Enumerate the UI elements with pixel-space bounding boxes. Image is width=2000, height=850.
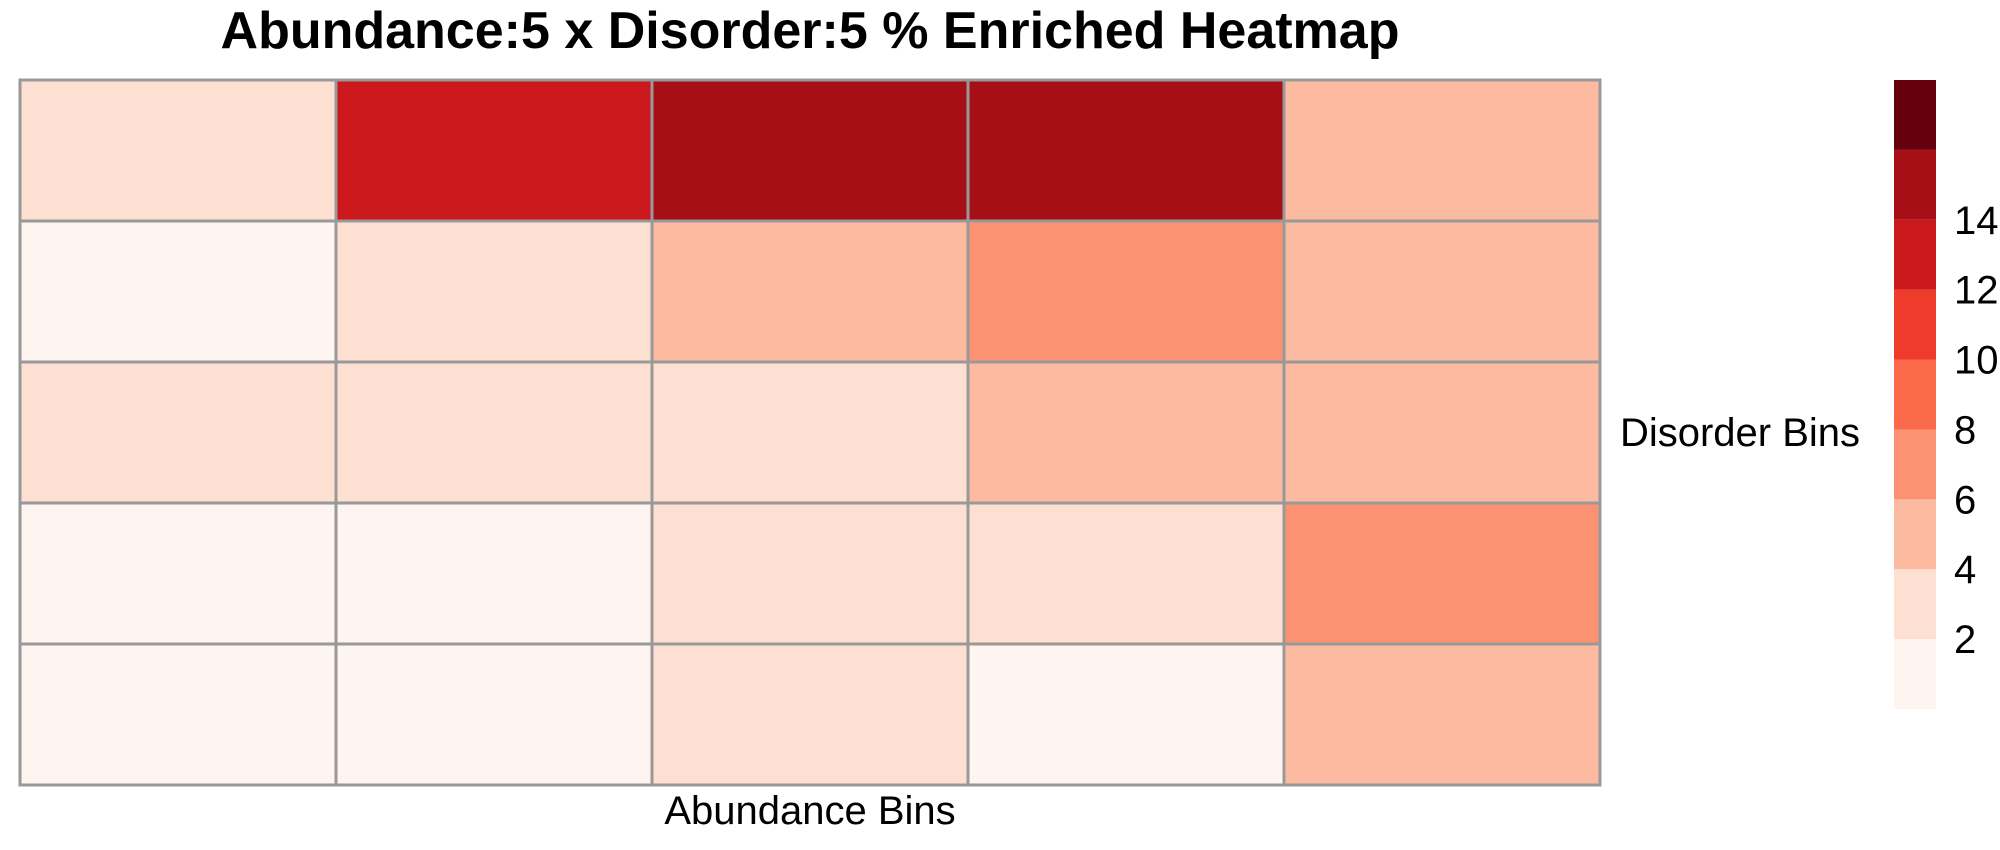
y-axis-label: Disorder Bins (1620, 411, 1860, 455)
legend-tick-label: 2 (1954, 618, 1976, 662)
x-axis-label: Abundance Bins (664, 789, 955, 833)
legend-tick-label: 8 (1954, 408, 1976, 452)
heatmap-cell-r4-c4 (966, 501, 1286, 646)
legend-tick-label: 12 (1954, 269, 1999, 313)
heatmap-cell-r4-c2 (334, 501, 654, 646)
legend-swatch-9 (1894, 80, 1936, 150)
legend-tick-label: 6 (1954, 478, 1976, 522)
heatmap-cell-r5-c2 (334, 642, 654, 787)
legend-tick-label: 10 (1954, 339, 1999, 383)
legend-swatch-2 (1894, 569, 1936, 640)
heatmap-cell-r2-c1 (18, 219, 338, 364)
heatmap-cell-r1-c5 (1282, 78, 1602, 223)
legend-tick-label: 14 (1954, 199, 1999, 243)
color-legend: 2 4 6 8 10 12 14 (1894, 80, 1999, 709)
legend-swatch-5 (1894, 359, 1936, 430)
heatmap-cell-r2-c3 (650, 219, 970, 364)
legend-swatch-4 (1894, 429, 1936, 500)
heatmap-cell-r1-c2 (334, 78, 654, 223)
legend-swatch-6 (1894, 289, 1936, 360)
heatmap-cell-r5-c5 (1282, 642, 1602, 787)
chart-title: Abundance:5 x Disorder:5 % Enriched Heat… (221, 2, 1400, 60)
heatmap-cell-r2-c4 (966, 219, 1286, 364)
heatmap-cell-r3-c4 (966, 360, 1286, 505)
heatmap-cell-r5-c1 (18, 642, 338, 787)
heatmap-cells (18, 78, 1602, 787)
legend-swatch-3 (1894, 499, 1936, 570)
legend-swatch-7 (1894, 219, 1936, 290)
heatmap-cell-r4-c1 (18, 501, 338, 646)
legend-swatch-8 (1894, 149, 1936, 220)
heatmap-cell-r5-c3 (650, 642, 970, 787)
legend-swatch-1 (1894, 639, 1936, 709)
heatmap-cell-r4-c5 (1282, 501, 1602, 646)
heatmap-cell-r4-c3 (650, 501, 970, 646)
heatmap-cell-r3-c1 (18, 360, 338, 505)
heatmap-cell-r1-c3 (650, 78, 970, 223)
heatmap-cell-r3-c2 (334, 360, 654, 505)
heatmap-cell-r3-c3 (650, 360, 970, 505)
heatmap-cell-r2-c5 (1282, 219, 1602, 364)
legend-tick-label: 4 (1954, 548, 1976, 592)
heatmap-cell-r1-c4 (966, 78, 1286, 223)
heatmap-cell-r2-c2 (334, 219, 654, 364)
heatmap-cell-r5-c4 (966, 642, 1286, 787)
heatmap-cell-r3-c5 (1282, 360, 1602, 505)
heatmap-cell-r1-c1 (18, 78, 338, 223)
